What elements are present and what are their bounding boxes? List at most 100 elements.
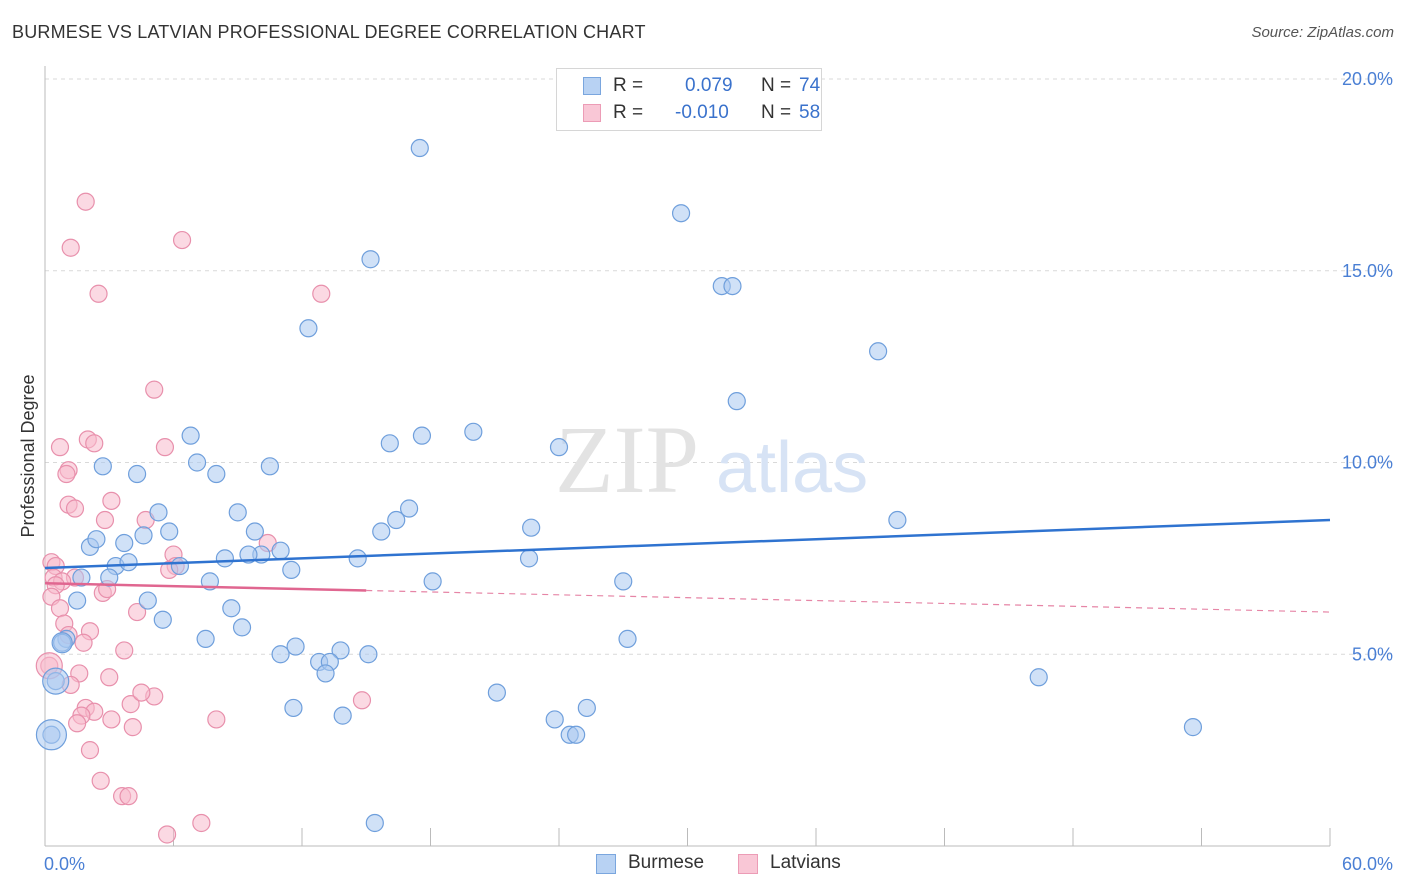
burmese-point — [348, 549, 367, 568]
source-label: Source: ZipAtlas.com — [1251, 24, 1394, 41]
burmese-point — [127, 464, 147, 484]
burmese-point — [196, 629, 215, 649]
y-axis-label: Professional Degree — [18, 374, 38, 537]
burmese-point — [333, 706, 352, 725]
bottom-legend-swatch-latvians — [738, 854, 758, 874]
burmese-point — [522, 518, 541, 537]
bottom-legend-label-burmese: Burmese — [628, 852, 705, 873]
burmese-point — [181, 426, 200, 445]
watermark: ZIP atlas — [555, 406, 868, 513]
burmese-point — [215, 549, 234, 568]
latvian-point — [192, 813, 211, 833]
legend-r-label: R = — [613, 102, 644, 123]
burmese-point — [487, 683, 506, 702]
burmese-point — [545, 710, 564, 729]
burmese-point — [1183, 718, 1203, 737]
burmese-point — [284, 698, 303, 718]
latvian-point — [207, 710, 226, 729]
latvian-points — [35, 192, 372, 844]
latvian-point — [68, 714, 87, 733]
burmese-point — [282, 560, 301, 579]
burmese-point — [727, 392, 746, 411]
latvian-point — [132, 683, 151, 702]
latvian-point — [65, 499, 85, 518]
legend-r-label: R = — [613, 75, 644, 96]
burmese-point — [134, 526, 153, 545]
y-tick-label: 10.0% — [1342, 453, 1393, 473]
burmese-point — [359, 645, 378, 664]
watermark-zip: ZIP — [555, 406, 699, 513]
burmese-point — [87, 530, 106, 549]
latvian-point — [61, 238, 80, 257]
latvian-point — [91, 771, 110, 790]
latvian-point — [89, 284, 108, 303]
legend-swatch-latvians — [583, 104, 601, 122]
burmese-point — [207, 464, 226, 484]
gridlines — [45, 78, 1392, 655]
latvian-point — [50, 438, 70, 457]
latvian-point — [57, 464, 76, 484]
latvian-point — [76, 192, 95, 211]
legend-n-label: N = — [761, 102, 792, 123]
latvian-point — [145, 380, 164, 399]
burmese-point — [567, 725, 586, 744]
latvian-point — [50, 599, 70, 618]
burmese-point — [618, 629, 637, 649]
burmese-point — [68, 591, 87, 610]
burmese-point — [577, 698, 596, 718]
bottom-legend-swatch-burmese — [596, 854, 616, 874]
burmese-point — [100, 568, 119, 587]
burmese-point — [361, 250, 380, 269]
latvian-point — [74, 633, 93, 652]
burmese-point — [93, 457, 112, 476]
tick-labels: 5.0% 10.0% 15.0% 20.0% 0.0% 60.0% — [44, 69, 1393, 874]
bottom-legend-label-latvians: Latvians — [770, 852, 841, 873]
latvian-point — [102, 710, 121, 729]
burmese-point — [423, 572, 442, 591]
burmese-trendline — [44, 518, 1331, 570]
burmese-point — [549, 438, 569, 457]
burmese-point — [1029, 668, 1048, 687]
latvian-point — [123, 718, 142, 737]
burmese-point — [372, 522, 391, 541]
latvian-trendline — [44, 582, 367, 592]
legend-r-value: -0.010 — [675, 102, 729, 123]
burmese-point — [228, 503, 247, 522]
legend-r-value: 0.079 — [685, 75, 733, 96]
latvian-point — [121, 695, 140, 714]
burmese-point — [119, 553, 138, 572]
burmese-point — [170, 556, 190, 576]
burmese-point-large — [51, 632, 73, 654]
latvian-point — [80, 741, 100, 760]
burmese-point — [869, 342, 888, 361]
burmese-point — [286, 637, 305, 656]
legend-n-label: N = — [761, 75, 792, 96]
axes — [44, 66, 1331, 847]
burmese-point — [271, 645, 290, 664]
burmese-points — [35, 138, 1203, 833]
burmese-point — [331, 641, 350, 660]
latvian-point — [100, 668, 119, 687]
burmese-point — [222, 599, 241, 618]
burmese-point — [671, 204, 691, 223]
trendlines — [44, 518, 1331, 613]
burmese-point — [239, 545, 258, 564]
burmese-point — [365, 813, 384, 833]
legend-n-value: 74 — [799, 75, 821, 96]
latvian-point — [312, 284, 331, 303]
burmese-point — [200, 572, 220, 591]
burmese-point — [115, 533, 134, 553]
burmese-point — [72, 568, 91, 587]
x-tick-label: 0.0% — [44, 854, 85, 874]
burmese-point — [614, 572, 633, 591]
latvian-point — [102, 491, 121, 510]
burmese-point — [316, 664, 335, 683]
watermark-atlas: atlas — [716, 428, 868, 508]
burmese-point — [380, 434, 399, 453]
latvian-point — [119, 787, 138, 806]
burmese-point — [410, 138, 429, 158]
burmese-point — [299, 319, 318, 338]
burmese-point — [187, 453, 207, 472]
burmese-point — [412, 426, 432, 445]
